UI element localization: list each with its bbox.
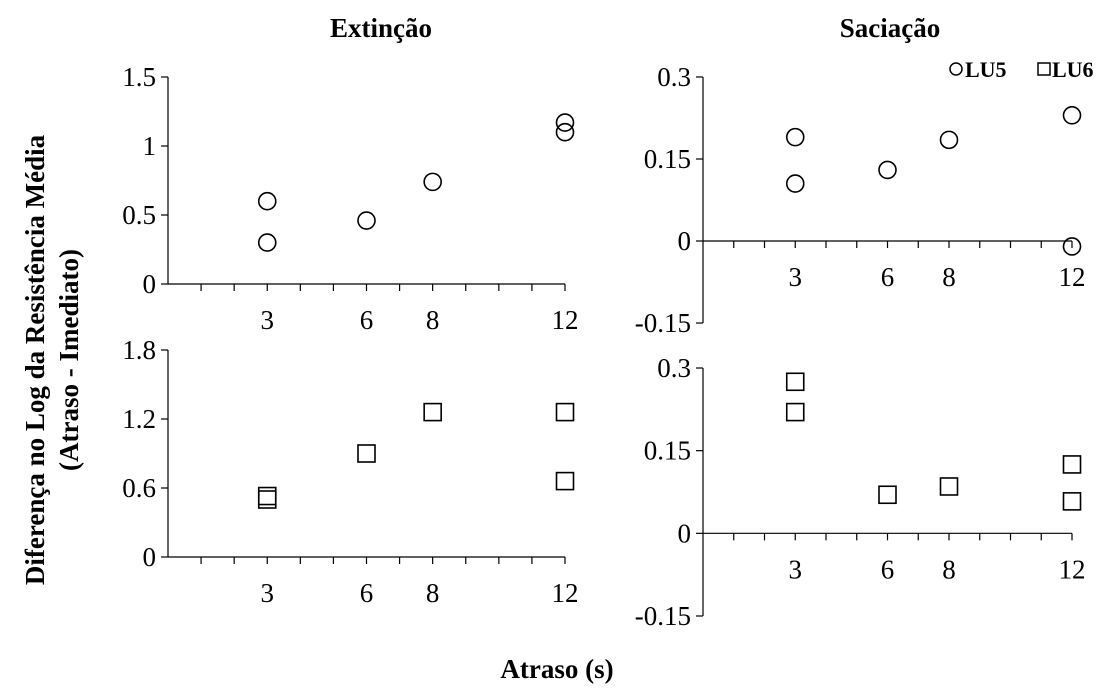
y-tick-label: 1.5: [122, 62, 156, 92]
data-point-lu5: [555, 113, 575, 132]
panel-title: Extinção: [330, 13, 432, 43]
x-tick-label: 6: [881, 554, 895, 584]
x-tick-label: 6: [360, 305, 374, 335]
y-tick-label: 1: [143, 131, 157, 161]
data-point-lu6: [939, 477, 959, 496]
y-axis-label-line1: Diferença no Log da Resistência Média: [20, 134, 50, 585]
data-point-lu5: [785, 174, 805, 193]
data-point-lu6: [423, 402, 442, 422]
panel-title: Saciação: [840, 13, 941, 43]
x-axis-label: Atraso (s): [500, 654, 613, 684]
x-tick-label: 3: [261, 578, 275, 608]
data-point-lu5: [1062, 237, 1082, 256]
panel-bottom-right: -0.15 0 0.15 0.3 3 6 8 12: [635, 353, 1086, 631]
y-tick-label: -0.15: [635, 601, 691, 631]
y-tick-label: 0.3: [657, 62, 691, 92]
x-tick-label: 8: [942, 262, 956, 292]
y-tick-label: 0.15: [644, 144, 691, 174]
x-tick-label: 6: [360, 578, 374, 608]
y-tick-label: 0: [678, 518, 692, 548]
x-tick-label: 12: [552, 305, 579, 335]
data-point-lu6: [555, 402, 575, 422]
data-point-lu6: [257, 490, 277, 509]
data-point-lu6: [878, 485, 897, 505]
y-tick-label: 0.6: [122, 473, 156, 503]
legend-label-lu5: LU5: [965, 57, 1007, 82]
y-tick-label: 0: [143, 269, 157, 299]
panel-bottom-left: 0 0.6 1.2 1.8 3 6 8 12: [122, 335, 578, 608]
data-point-lu5: [257, 191, 277, 211]
x-tick-label: 8: [426, 305, 440, 335]
y-tick-label: 0: [678, 226, 692, 256]
y-tick-label: -0.15: [635, 308, 691, 338]
x-tick-label: 8: [942, 554, 956, 584]
x-tick-label: 12: [552, 578, 579, 608]
data-point-lu6: [1062, 455, 1082, 474]
data-point-lu5: [357, 211, 376, 230]
x-tick-label: 6: [881, 262, 895, 292]
legend-marker-lu5: [949, 62, 963, 76]
data-point-lu6: [1062, 492, 1082, 511]
data-point-lu5: [785, 127, 805, 147]
data-point-lu6: [357, 444, 376, 463]
legend-label-lu6: LU6: [1052, 57, 1094, 82]
data-point-lu6: [555, 471, 575, 491]
y-tick-label: 0: [143, 542, 157, 572]
x-tick-label: 3: [261, 305, 275, 335]
data-point-lu6: [785, 372, 805, 392]
x-tick-label: 3: [789, 554, 803, 584]
x-tick-label: 12: [1059, 554, 1086, 584]
y-tick-label: 0.15: [644, 436, 691, 466]
y-tick-label: 1.8: [122, 335, 156, 365]
x-tick-label: 8: [426, 578, 440, 608]
legend-marker-lu6: [1037, 62, 1051, 76]
data-point-lu5: [257, 233, 277, 252]
data-point-lu5: [423, 172, 442, 192]
legend: LU5 LU6: [949, 57, 1094, 82]
y-axis-label-line2: (Atraso - Imediato): [54, 249, 84, 471]
data-point-lu5: [555, 122, 575, 142]
panels: Extinção 0 0.5 1 1.5 3 6 8 12 Saciação -0.15 0 0.15 0…: [122, 13, 1085, 631]
x-tick-label: 12: [1059, 262, 1086, 292]
data-point-lu5: [939, 130, 959, 150]
x-tick-label: 3: [789, 262, 803, 292]
y-tick-label: 0.3: [657, 353, 691, 383]
data-point-lu5: [878, 160, 897, 180]
panel-top-left: Extinção 0 0.5 1 1.5 3 6 8 12: [122, 13, 578, 335]
y-tick-label: 0.5: [122, 200, 156, 230]
y-tick-label: 1.2: [122, 404, 156, 434]
data-point-lu5: [1062, 105, 1082, 125]
panel-top-right: Saciação -0.15 0 0.15 0.3 3 6 8 12: [635, 13, 1086, 338]
data-point-lu6: [785, 402, 805, 422]
